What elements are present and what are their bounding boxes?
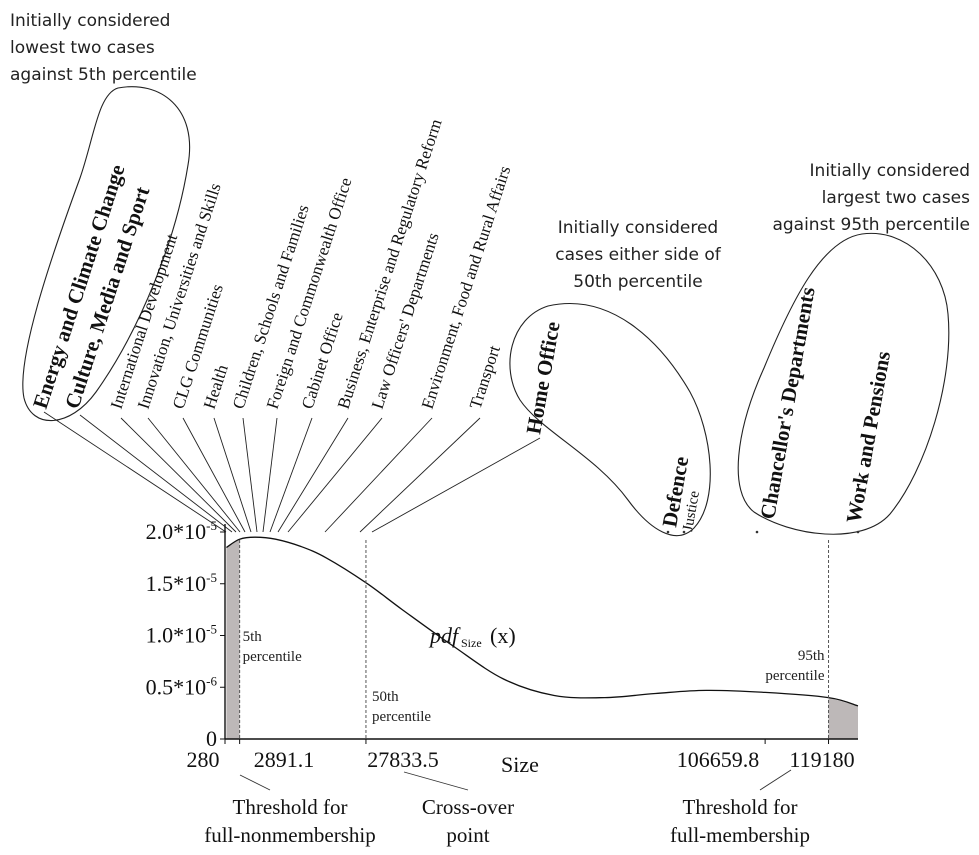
shaded-tail-low bbox=[226, 539, 240, 739]
bottom-label-membership-line-2: full-membership bbox=[670, 823, 810, 847]
leader-line-health bbox=[213, 417, 252, 533]
high-group-names: Chancellor's Departments Work and Pensio… bbox=[755, 285, 895, 525]
x-tick-label-0: 280 bbox=[187, 747, 220, 772]
mid-note-line-3: 50th percentile bbox=[573, 272, 703, 292]
leader-line-law bbox=[287, 417, 383, 533]
case-marker-chancellor bbox=[755, 530, 759, 534]
leader-line-energy bbox=[43, 411, 227, 533]
leader-line-environment bbox=[324, 417, 433, 533]
dept-transport: Transport bbox=[466, 343, 504, 411]
leader-line-cabinet bbox=[269, 417, 313, 533]
high-note: Initially considered largest two cases a… bbox=[772, 161, 970, 235]
mid-note-line-2: cases either side of bbox=[555, 245, 721, 265]
curve-label: pdf Size (x) bbox=[428, 623, 516, 650]
percentile-label-5th-line-2: percentile bbox=[243, 649, 302, 665]
percentile-label-5th-line-1: 5th bbox=[243, 629, 263, 645]
low-note-line-2: lowest two cases bbox=[10, 38, 155, 58]
y-tick-label-1: 0.5*10-6 bbox=[146, 673, 218, 699]
bottom-leaders bbox=[239, 769, 792, 791]
x-axis-label: Size bbox=[501, 752, 539, 777]
bottom-leader-nonmembership bbox=[239, 774, 271, 791]
bottom-labels: Threshold for full-nonmembership Cross-o… bbox=[204, 795, 810, 847]
bottom-label-crossover-line-1: Cross-over bbox=[422, 795, 514, 819]
low-note-line-3: against 5th percentile bbox=[10, 65, 197, 85]
bottom-label-crossover-line-2: point bbox=[446, 823, 489, 847]
bottom-leader-crossover bbox=[403, 771, 469, 791]
case-marker-defence bbox=[666, 530, 670, 534]
case-marker-work-pensions bbox=[856, 530, 860, 534]
bottom-label-membership-line-1: Threshold for bbox=[683, 795, 798, 819]
dept-health: Health bbox=[200, 362, 232, 411]
curve-label-argument: (x) bbox=[490, 623, 516, 648]
leader-line-transport bbox=[359, 417, 481, 533]
bottom-label-nonmembership-line-2: full-nonmembership bbox=[204, 823, 375, 847]
leader-line-home-office bbox=[371, 437, 541, 533]
leader-line-business bbox=[277, 417, 349, 533]
mid-note: Initially considered cases either side o… bbox=[555, 218, 721, 292]
low-note-line-1: Initially considered bbox=[10, 11, 170, 31]
dept-chancellors-departments: Chancellor's Departments bbox=[755, 285, 819, 521]
leader-line-culture bbox=[79, 414, 233, 533]
y-tick-label-4: 2.0*10-5 bbox=[146, 518, 217, 544]
shaded-tail-high bbox=[828, 697, 858, 739]
high-note-line-3: against 95th percentile bbox=[772, 215, 970, 235]
percentile-label-50th-line-2: percentile bbox=[372, 709, 431, 725]
low-note: Initially considered lowest two cases ag… bbox=[10, 11, 197, 85]
leader-line-innovation bbox=[147, 417, 241, 533]
y-tick-label-2: 1.0*10-5 bbox=[146, 622, 217, 648]
y-tick-label-0: 0 bbox=[206, 726, 217, 751]
x-tick-label-3: 106659.8 bbox=[677, 747, 760, 772]
dept-justice: Justice bbox=[680, 489, 703, 532]
high-note-line-2: largest two cases bbox=[822, 188, 970, 208]
plot-area: 5th percentile 50th percentile 95th percentil… bbox=[146, 518, 859, 772]
x-tick-label-4: 119180 bbox=[789, 747, 854, 772]
low-group-outline bbox=[22, 86, 191, 422]
y-tick-label-3: 1.5*10-5 bbox=[146, 570, 217, 596]
dept-home-office: Home Office bbox=[521, 320, 564, 436]
case-marker-justice bbox=[682, 530, 686, 534]
percentile-label-50th-line-1: 50th bbox=[372, 689, 399, 705]
leader-line-foreign bbox=[262, 417, 278, 533]
percentile-label-95th-line-2: percentile bbox=[765, 668, 824, 684]
x-tick-label-2: 27833.5 bbox=[367, 747, 439, 772]
leader-line-children bbox=[242, 417, 258, 533]
leader-line-intl-dev bbox=[120, 417, 237, 533]
leader-line-clg bbox=[182, 417, 246, 533]
dept-environment-food-rural: Environment, Food and Rural Affairs bbox=[418, 164, 515, 412]
mid-group-outline bbox=[509, 303, 711, 537]
mid-note-line-1: Initially considered bbox=[558, 218, 718, 238]
leader-lines bbox=[43, 411, 541, 533]
curve-label-subscript: Size bbox=[461, 636, 482, 650]
high-group-outline bbox=[737, 232, 950, 535]
high-note-line-1: Initially considered bbox=[810, 161, 970, 181]
curve-label-pdf: pdf bbox=[428, 623, 461, 648]
dept-work-pensions: Work and Pensions bbox=[841, 349, 895, 524]
percentile-label-95th-line-1: 95th bbox=[798, 648, 825, 664]
case-markers bbox=[666, 530, 860, 534]
mid-group-names: Home Office Defence Justice bbox=[521, 320, 703, 533]
x-tick-label-1: 2891.1 bbox=[254, 747, 315, 772]
bottom-label-nonmembership-line-1: Threshold for bbox=[233, 795, 348, 819]
bottom-leader-membership bbox=[759, 769, 792, 791]
density-curve bbox=[226, 536, 859, 707]
department-names: International Development Innovation, Un… bbox=[107, 117, 515, 412]
